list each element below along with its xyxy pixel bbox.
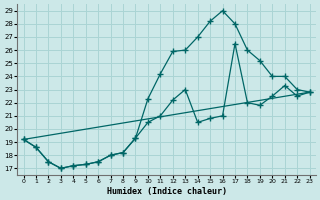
X-axis label: Humidex (Indice chaleur): Humidex (Indice chaleur) [107, 187, 227, 196]
